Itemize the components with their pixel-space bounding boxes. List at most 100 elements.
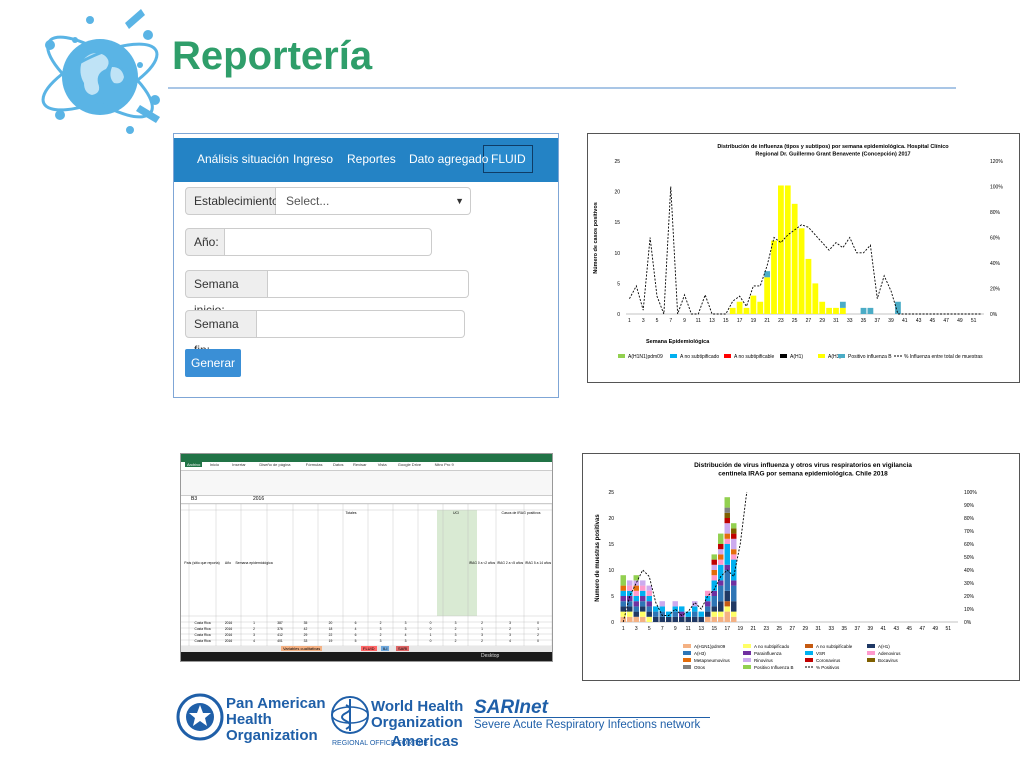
bar-segment	[705, 616, 711, 622]
table-cell: 42	[304, 627, 308, 631]
bar-segment	[711, 554, 717, 560]
establecimiento-select[interactable]: Select... ▼	[276, 187, 471, 215]
nav-fluid[interactable]: FLUID	[491, 152, 526, 166]
nav-analisis-situacion[interactable]: Análisis situación	[197, 152, 290, 166]
table-cell: 3	[380, 639, 382, 643]
bar-segment	[724, 564, 730, 570]
semana-inicio-input[interactable]	[268, 270, 469, 298]
ribbon-tab[interactable]: Vista	[377, 462, 387, 467]
bar-segment	[839, 307, 846, 314]
nav-ingreso[interactable]: Ingreso	[293, 152, 334, 166]
x-tick-label: 49	[957, 318, 963, 324]
table-cell: 2	[253, 627, 255, 631]
navbar: Análisis situación Ingreso Reportes Dato…	[174, 138, 558, 182]
bar-segment	[653, 606, 659, 612]
sheet-tab[interactable]: SARI	[396, 646, 410, 651]
anio-input[interactable]	[225, 228, 432, 256]
sheet-tab[interactable]: Variables cualitativas	[281, 646, 323, 651]
table-cell: 2	[380, 621, 382, 625]
bar-segment	[698, 611, 704, 617]
x-tick-label: 1	[628, 318, 631, 324]
bar-segment	[731, 616, 737, 622]
x-tick-label: 13	[709, 318, 715, 324]
bar-segment	[672, 611, 678, 617]
bar-segment	[731, 528, 737, 534]
table-cell: 3	[380, 627, 382, 631]
ribbon-tab[interactable]: Revisar	[353, 462, 367, 467]
y2-tick-label: 100%	[964, 490, 977, 496]
semana-fin-input[interactable]	[257, 310, 465, 338]
x-tick-label: 7	[661, 626, 664, 632]
nav-dato-agregado[interactable]: Dato agregado	[409, 152, 489, 166]
chart-influenza-2017: Distribución de influenza (tipos y subti…	[587, 133, 1020, 383]
bar-segment	[672, 601, 678, 607]
table-cell: 1	[253, 621, 255, 625]
y2-tick-label: 40%	[964, 568, 975, 574]
header-cell: IRAG 5 a 14 años	[525, 561, 552, 565]
bar-segment	[724, 590, 730, 602]
table-cell: 2016	[225, 633, 233, 637]
bar-segment	[798, 228, 805, 314]
sheet-tab[interactable]: FLUID	[361, 646, 377, 651]
sheet-tab[interactable]: ILI	[381, 646, 390, 651]
legend-label: Coronavirus	[816, 658, 841, 663]
bar-segment	[627, 601, 633, 607]
header-cell: País (sitio que reporta)	[184, 561, 219, 565]
legend-label: A no subtipificado	[680, 354, 719, 360]
table-cell: 20	[329, 621, 333, 625]
bar-segment	[633, 606, 639, 612]
x-axis-label: Semana Epidemiológica	[646, 339, 710, 345]
bar-segment	[653, 616, 659, 622]
table-cell: 2016	[225, 621, 233, 625]
chart-title: centinela IRAG por semana epidemiológica…	[718, 471, 888, 478]
legend-swatch	[805, 651, 813, 655]
generar-button[interactable]: Generar	[185, 349, 241, 377]
bar-segment	[640, 585, 646, 591]
ribbon-tab[interactable]: Google Drive	[397, 462, 422, 467]
ribbon-tab[interactable]: Inicio	[209, 462, 220, 467]
bar-segment	[724, 538, 730, 544]
y-tick-label: 10	[608, 568, 614, 574]
table-cell: 412	[277, 633, 283, 637]
ribbon-tab[interactable]: Diseño de página	[259, 462, 291, 467]
bar-segment	[724, 507, 730, 513]
table-cell: 19	[329, 639, 333, 643]
table-cell: 18	[329, 627, 333, 631]
y2-tick-label: 50%	[964, 555, 975, 561]
legend-label: % Positivos	[816, 665, 840, 670]
header-cell: Totales	[345, 511, 356, 515]
table-cell: 3	[455, 633, 457, 637]
legend-swatch	[743, 665, 751, 669]
legend-swatch	[683, 651, 691, 655]
cell-ref: B3	[191, 496, 198, 502]
legend-label: Metapneumovirus	[694, 658, 731, 663]
bar-segment	[640, 606, 646, 612]
y2-tick-label: 60%	[990, 236, 1001, 242]
y2-tick-label: 0%	[964, 620, 972, 626]
ribbon-tab[interactable]: Fórmulas	[305, 462, 323, 467]
ribbon-tab[interactable]: Archivo	[185, 462, 203, 467]
bar-segment	[692, 601, 698, 607]
x-tick-label: 37	[875, 318, 881, 324]
table-cell: 2	[481, 621, 483, 625]
ribbon-tab[interactable]: Insertar	[232, 462, 246, 467]
legend-label: Positivo Influenza B	[754, 665, 794, 670]
x-tick-label: 11	[696, 318, 701, 324]
windows-taskbar: Desktop	[181, 652, 552, 661]
y-tick-label: 20	[608, 516, 614, 522]
bar-segment	[640, 616, 646, 622]
bar-segment	[724, 601, 730, 607]
bar-segment	[620, 585, 626, 591]
table-cell: 3	[405, 627, 407, 631]
legend-label: % Influenza entre total de muestras	[904, 354, 983, 360]
bar-segment	[646, 585, 652, 591]
ribbon-tab[interactable]: Datos	[333, 462, 344, 467]
y2-tick-label: 90%	[964, 503, 975, 509]
nav-reportes[interactable]: Reportes	[347, 152, 396, 166]
title-underline	[168, 87, 956, 89]
bar-segment	[711, 590, 717, 596]
bar-segment	[743, 307, 750, 314]
caret-down-icon: ▼	[455, 196, 464, 206]
ribbon-tab[interactable]: Nitro Pro 9	[434, 462, 454, 467]
y2-tick-label: 80%	[990, 210, 1001, 216]
